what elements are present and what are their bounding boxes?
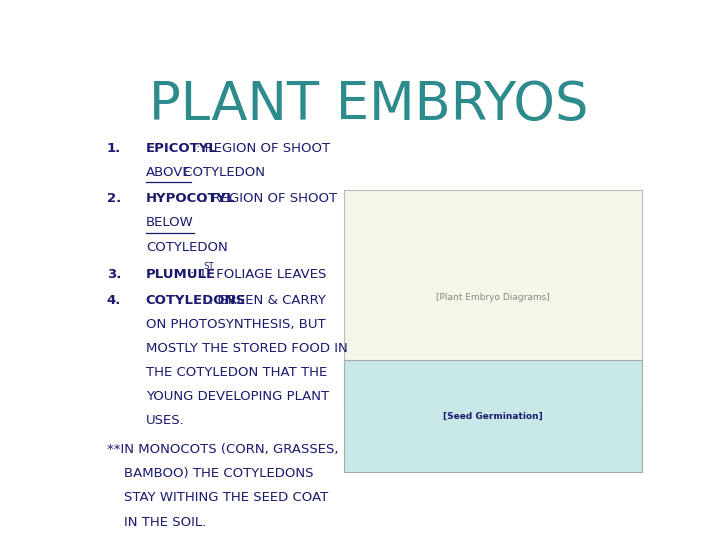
Text: 2.: 2.: [107, 192, 121, 205]
Text: BELOW: BELOW: [145, 217, 194, 230]
Text: FOLIAGE LEAVES: FOLIAGE LEAVES: [212, 268, 326, 281]
Text: 1.: 1.: [107, 141, 121, 155]
Text: : 1: : 1: [190, 268, 207, 281]
Text: [Plant Embryo Diagrams]: [Plant Embryo Diagrams]: [436, 293, 550, 302]
Text: : REGION OF SHOOT: : REGION OF SHOOT: [196, 141, 330, 155]
Text: USES.: USES.: [145, 414, 184, 427]
Text: COTYLEDON: COTYLEDON: [179, 166, 265, 179]
FancyBboxPatch shape: [344, 190, 642, 406]
Text: IN THE SOIL.: IN THE SOIL.: [107, 516, 206, 529]
Text: COTYLEDON: COTYLEDON: [145, 241, 228, 254]
Text: PLANT EMBRYOS: PLANT EMBRYOS: [149, 79, 589, 131]
Text: PLUMULE: PLUMULE: [145, 268, 216, 281]
FancyBboxPatch shape: [344, 360, 642, 472]
Text: : GREEN & CARRY: : GREEN & CARRY: [209, 294, 325, 307]
Text: 3.: 3.: [107, 268, 121, 281]
Text: THE COTYLEDON THAT THE: THE COTYLEDON THAT THE: [145, 366, 327, 379]
Text: ON PHOTOSYNTHESIS, BUT: ON PHOTOSYNTHESIS, BUT: [145, 318, 325, 331]
Text: ST: ST: [203, 262, 214, 271]
Text: YOUNG DEVELOPING PLANT: YOUNG DEVELOPING PLANT: [145, 390, 329, 403]
Text: ABOVE: ABOVE: [145, 166, 192, 179]
Text: MOSTLY THE STORED FOOD IN: MOSTLY THE STORED FOOD IN: [145, 342, 348, 355]
Text: HYPOCOTYL: HYPOCOTYL: [145, 192, 235, 205]
Text: STAY WITHING THE SEED COAT: STAY WITHING THE SEED COAT: [107, 491, 328, 504]
Text: COTYLEDONS: COTYLEDONS: [145, 294, 246, 307]
Text: BAMBOO) THE COTYLEDONS: BAMBOO) THE COTYLEDONS: [107, 467, 313, 480]
Text: EPICOTYL: EPICOTYL: [145, 141, 217, 155]
Text: **IN MONOCOTS (CORN, GRASSES,: **IN MONOCOTS (CORN, GRASSES,: [107, 443, 338, 456]
Text: 4.: 4.: [107, 294, 121, 307]
Text: [Seed Germination]: [Seed Germination]: [444, 411, 543, 421]
Text: : REGION OF SHOOT: : REGION OF SHOOT: [203, 192, 338, 205]
